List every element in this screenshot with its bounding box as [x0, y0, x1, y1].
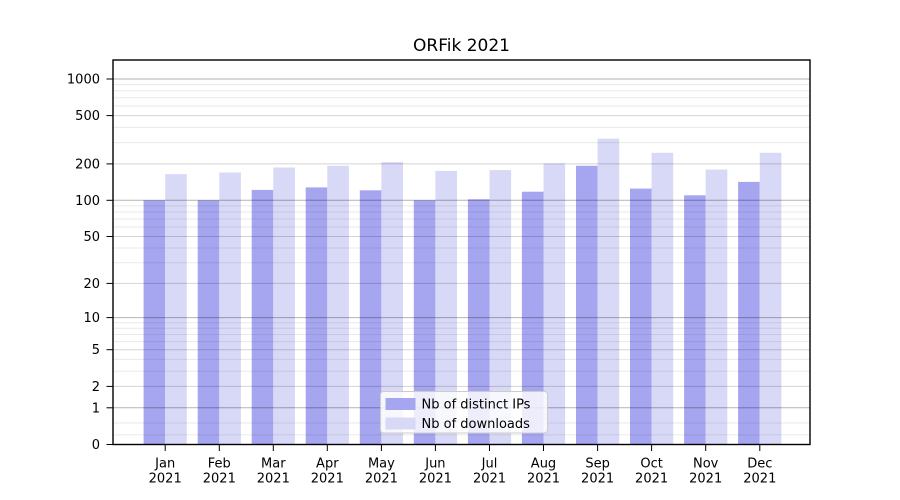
- x-tick-label-month: Aug: [531, 457, 556, 472]
- y-tick-label: 2: [92, 380, 100, 395]
- bar-distinct-ips-feb: [197, 200, 220, 445]
- y-tick-label: 500: [75, 109, 100, 124]
- x-tick-label-year: 2021: [527, 472, 560, 487]
- bar-downloads-jul: [489, 170, 512, 445]
- bar-downloads-jan: [165, 174, 187, 445]
- bar-distinct-ips-sep: [576, 165, 598, 445]
- y-tick-label: 1000: [67, 73, 100, 88]
- x-tick-label-year: 2021: [635, 472, 668, 487]
- x-tick-label-year: 2021: [581, 472, 614, 487]
- bar-downloads-oct: [651, 152, 674, 445]
- bar-downloads-aug: [543, 163, 566, 445]
- x-tick-label-month: Sep: [585, 457, 610, 472]
- bar-downloads-mar: [273, 167, 295, 445]
- bar-distinct-ips-oct: [630, 188, 652, 445]
- plot-area: 01251020501002005001000Jan2021Feb2021Mar…: [67, 73, 810, 487]
- bar-downloads-feb: [219, 172, 241, 445]
- x-tick-label-month: Oct: [640, 457, 662, 472]
- y-tick-label: 10: [83, 311, 100, 326]
- legend-swatch-distinct-ips: [385, 398, 416, 410]
- legend-swatch-downloads: [385, 417, 416, 430]
- x-tick-label-month: Mar: [261, 457, 286, 472]
- bar-downloads-jun: [435, 171, 457, 445]
- x-tick-label-year: 2021: [257, 472, 290, 487]
- bar-distinct-ips-jan: [143, 200, 166, 445]
- bar-downloads-dec: [759, 152, 782, 445]
- x-tick-label-month: May: [368, 457, 395, 472]
- axes-frame: [112, 59, 811, 446]
- legend-label-distinct-ips: Nb of distinct IPs: [422, 398, 531, 413]
- x-tick-label-year: 2021: [689, 472, 722, 487]
- x-tick-label-month: Jan: [154, 457, 175, 472]
- x-tick-label-year: 2021: [419, 472, 452, 487]
- y-tick-label: 100: [75, 194, 100, 209]
- x-tick-label-month: Feb: [208, 457, 231, 472]
- x-tick-label-year: 2021: [365, 472, 398, 487]
- y-tick-label: 5: [92, 343, 100, 358]
- bar-downloads-sep: [597, 138, 620, 445]
- legend-label-downloads: Nb of downloads: [422, 417, 531, 432]
- legend-box: [380, 391, 548, 434]
- x-tick-label-month: Dec: [747, 457, 772, 472]
- y-tick-label: 0: [92, 438, 100, 453]
- x-tick-label-year: 2021: [311, 472, 344, 487]
- y-tick-label: 200: [75, 157, 100, 172]
- bar-distinct-ips-nov: [684, 195, 706, 445]
- x-tick-label-year: 2021: [149, 472, 182, 487]
- bar-distinct-ips-jun: [413, 200, 436, 445]
- bar-downloads-apr: [327, 165, 349, 445]
- x-tick-label-month: Nov: [693, 457, 719, 472]
- y-tick-label: 20: [83, 277, 100, 292]
- chart-title: ORFik 2021: [413, 36, 510, 56]
- bar-distinct-ips-mar: [251, 189, 274, 445]
- x-tick-label-year: 2021: [203, 472, 236, 487]
- x-tick-label-month: Jul: [481, 457, 498, 472]
- x-tick-label-year: 2021: [743, 472, 776, 487]
- y-tick-label: 1: [92, 401, 100, 416]
- bar-downloads-nov: [705, 169, 728, 445]
- legend: Nb of distinct IPs Nb of downloads: [380, 391, 548, 434]
- bar-distinct-ips-dec: [738, 181, 760, 445]
- bar-distinct-ips-aug: [521, 191, 544, 445]
- bar-distinct-ips-jul: [467, 199, 490, 445]
- x-tick-label-year: 2021: [473, 472, 506, 487]
- bar-downloads-may: [381, 162, 403, 445]
- x-tick-label-month: Jun: [424, 457, 445, 472]
- x-tick-label-month: Apr: [316, 457, 339, 472]
- y-tick-label: 50: [83, 230, 100, 245]
- bar-distinct-ips-may: [359, 190, 382, 445]
- bar-distinct-ips-apr: [305, 187, 328, 445]
